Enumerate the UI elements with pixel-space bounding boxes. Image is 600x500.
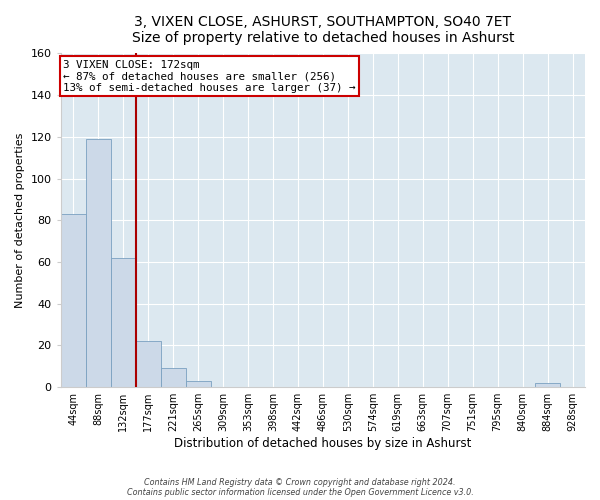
Bar [86, 139, 110, 387]
X-axis label: Distribution of detached houses by size in Ashurst: Distribution of detached houses by size … [174, 437, 472, 450]
Text: 3 VIXEN CLOSE: 172sqm
← 87% of detached houses are smaller (256)
13% of semi-det: 3 VIXEN CLOSE: 172sqm ← 87% of detached … [63, 60, 356, 93]
Bar [110, 258, 136, 387]
Text: Contains HM Land Registry data © Crown copyright and database right 2024.
Contai: Contains HM Land Registry data © Crown c… [127, 478, 473, 497]
Bar [535, 383, 560, 387]
Y-axis label: Number of detached properties: Number of detached properties [15, 132, 25, 308]
Bar [61, 214, 86, 387]
Bar [185, 381, 211, 387]
Bar [136, 342, 161, 387]
Bar [161, 368, 185, 387]
Title: 3, VIXEN CLOSE, ASHURST, SOUTHAMPTON, SO40 7ET
Size of property relative to deta: 3, VIXEN CLOSE, ASHURST, SOUTHAMPTON, SO… [131, 15, 514, 45]
